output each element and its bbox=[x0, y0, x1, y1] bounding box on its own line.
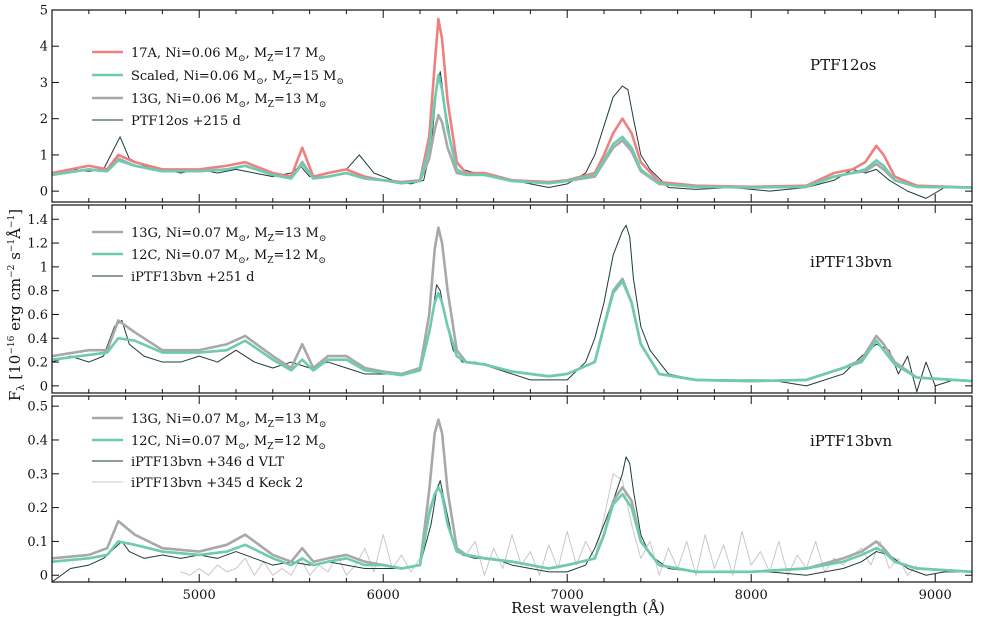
y-tick-label: 0.4 bbox=[27, 433, 48, 448]
panel-title: iPTF13bvn bbox=[810, 253, 892, 271]
y-tick-label: 0.4 bbox=[27, 332, 48, 347]
panel-title: iPTF13bvn bbox=[810, 432, 892, 450]
x-tick-label: 9000 bbox=[919, 588, 952, 603]
legend: 13G, Ni=0.07 M⊙, MZ=13 M⊙ 12C, Ni=0.07 M… bbox=[92, 226, 326, 285]
y-tick-label: 1.2 bbox=[27, 237, 48, 252]
x-tick-label: 5000 bbox=[183, 588, 216, 603]
y-tick-labels: 0 0.1 0.2 0.3 0.4 0.5 bbox=[27, 400, 48, 584]
panel-iptf13bvn-346d: 0 0.1 0.2 0.3 0.4 0.5 5000 6000 7000 8000 9000 iP… bbox=[27, 395, 973, 603]
series-layer bbox=[52, 418, 972, 582]
legend-label-13g: 13G, Ni=0.06 M⊙, MZ=13 M⊙ bbox=[131, 92, 326, 110]
tick-marks bbox=[51, 205, 973, 393]
y-axis-title: Fλ [10−16 erg cm−2 s−1Å−1] bbox=[6, 209, 27, 401]
y-tick-label: 2 bbox=[40, 112, 48, 127]
panel-ptf12os: 0 1 2 3 4 5 PTF12os 17A, Ni=0.06 M⊙, MZ=17 M⊙… bbox=[40, 4, 973, 203]
legend-label-ptf12os: PTF12os +215 d bbox=[131, 114, 241, 129]
series-layer bbox=[52, 17, 972, 199]
legend-label-scaled: Scaled, Ni=0.06 M⊙, MZ=15 M⊙ bbox=[131, 69, 344, 87]
legend-label-keck: iPTF13bvn +345 d Keck 2 bbox=[131, 476, 303, 491]
y-tick-label: 4 bbox=[40, 40, 48, 55]
y-tick-label: 0 bbox=[40, 185, 48, 200]
series-line-12c-ni-0-07-m-mz-12-m bbox=[52, 279, 972, 383]
legend-label-iptf13bvn-251d: iPTF13bvn +251 d bbox=[131, 270, 254, 285]
panel-frame bbox=[51, 9, 973, 203]
series-line-12c-ni-0-07-m-mz-12-m bbox=[52, 486, 972, 574]
legend: 17A, Ni=0.06 M⊙, MZ=17 M⊙ Scaled, Ni=0.0… bbox=[92, 46, 344, 129]
panel-frame bbox=[51, 204, 973, 394]
series-layer bbox=[52, 224, 972, 393]
y-tick-label: 0 bbox=[40, 569, 48, 584]
x-axis-title: Rest wavelength (Å) bbox=[511, 599, 665, 617]
y-tick-label: 0.3 bbox=[27, 467, 48, 482]
series-line-17a-ni-0-06-m-mz-17-m bbox=[52, 17, 972, 189]
tick-marks bbox=[51, 396, 973, 582]
y-tick-label: 0.2 bbox=[27, 501, 48, 516]
y-tick-label: 0 bbox=[40, 379, 48, 394]
y-tick-label: 0.2 bbox=[27, 356, 48, 371]
panel-title: PTF12os bbox=[810, 56, 876, 74]
y-tick-label: 1 bbox=[40, 148, 48, 163]
y-tick-label: 0.5 bbox=[27, 400, 48, 415]
panel-frame bbox=[51, 395, 973, 583]
x-tick-label: 8000 bbox=[735, 588, 768, 603]
y-tick-label: 0.8 bbox=[27, 284, 48, 299]
legend-label-17a: 17A, Ni=0.06 M⊙, MZ=17 M⊙ bbox=[131, 46, 326, 64]
x-tick-labels: 5000 6000 7000 8000 9000 bbox=[183, 588, 952, 603]
y-tick-label: 1 bbox=[40, 260, 48, 275]
y-tick-label: 1.4 bbox=[27, 213, 48, 228]
legend-label-vlt: iPTF13bvn +346 d VLT bbox=[131, 455, 285, 470]
legend: 13G, Ni=0.07 M⊙, MZ=13 M⊙ 12C, Ni=0.07 M… bbox=[92, 412, 326, 491]
legend-label-13g: 13G, Ni=0.07 M⊙, MZ=13 M⊙ bbox=[131, 412, 326, 430]
y-tick-labels: 0 1 2 3 4 5 bbox=[40, 4, 48, 200]
x-tick-label: 7000 bbox=[551, 588, 584, 603]
y-tick-labels: 0 0.2 0.4 0.6 0.8 1 1.2 1.4 bbox=[27, 213, 48, 395]
y-tick-label: 5 bbox=[40, 4, 48, 19]
legend-label-13g: 13G, Ni=0.07 M⊙, MZ=13 M⊙ bbox=[131, 226, 326, 244]
panel-iptf13bvn-251d: 0 0.2 0.4 0.6 0.8 1 1.2 1.4 iPTF13bvn 13G, Ni=0… bbox=[27, 204, 973, 395]
y-tick-label: 3 bbox=[40, 76, 48, 91]
series-line-scaled-ni-0-06-m-mz-15-m bbox=[52, 73, 972, 189]
legend-label-12c: 12C, Ni=0.07 M⊙, MZ=12 M⊙ bbox=[131, 434, 326, 452]
x-tick-label: 6000 bbox=[367, 588, 400, 603]
tick-marks bbox=[51, 9, 973, 202]
y-tick-label: 0.1 bbox=[27, 535, 48, 550]
y-tick-label: 0.6 bbox=[27, 308, 48, 323]
legend-label-12c: 12C, Ni=0.07 M⊙, MZ=12 M⊙ bbox=[131, 248, 326, 266]
